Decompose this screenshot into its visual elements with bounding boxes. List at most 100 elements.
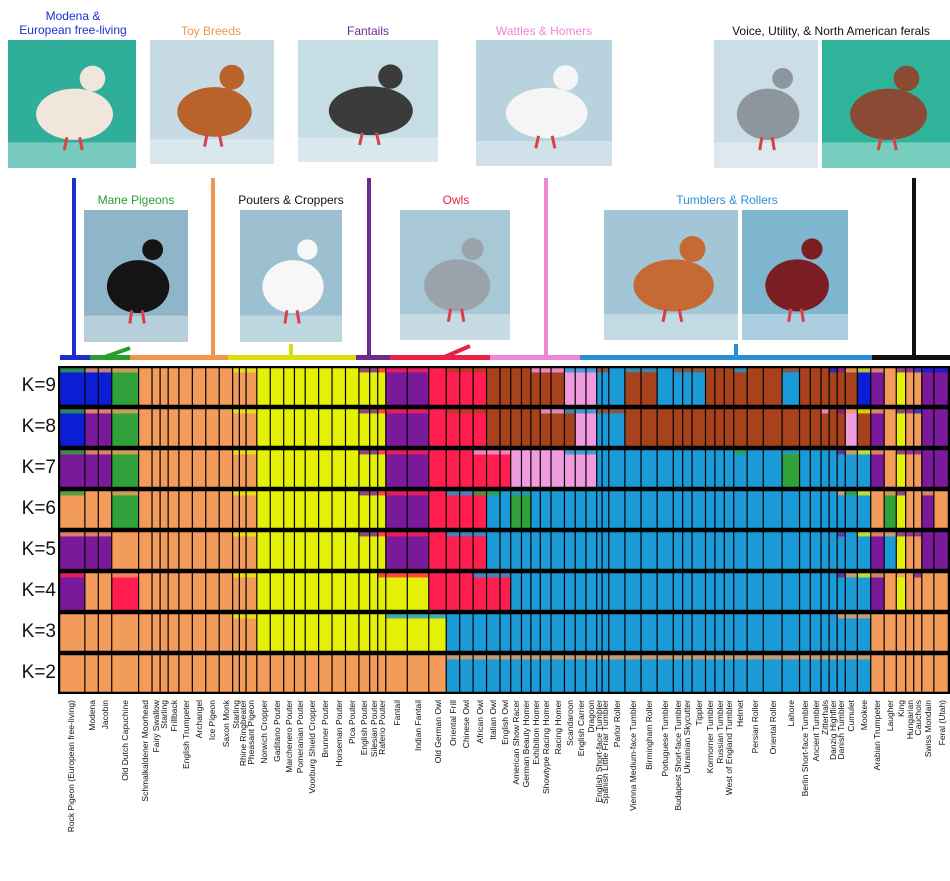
breed-label: Portuguese Tumbler	[660, 700, 671, 777]
structure-admixture	[913, 614, 922, 619]
breed-label: English Pouter	[359, 700, 370, 756]
structure-admixture	[857, 450, 871, 455]
structure-cell	[763, 532, 783, 569]
structure-cell	[178, 491, 193, 528]
structure-cell	[192, 450, 206, 487]
structure-cell	[845, 614, 858, 651]
structure-admixture	[446, 573, 460, 578]
structure-cell	[473, 532, 487, 569]
structure-cell	[305, 368, 319, 405]
structure-admixture	[845, 532, 858, 537]
structure-cell	[837, 655, 846, 692]
structure-cell	[810, 450, 822, 487]
structure-admixture	[810, 450, 822, 455]
structure-admixture	[84, 614, 99, 619]
photo-fantail	[298, 40, 438, 162]
structure-admixture	[905, 450, 914, 455]
structure-admixture	[921, 532, 934, 537]
structure-cell	[385, 491, 408, 528]
structure-admixture	[98, 450, 112, 455]
structure-admixture	[510, 409, 522, 414]
structure-cell	[239, 655, 247, 692]
structure-cell	[714, 409, 725, 446]
structure-cell	[219, 573, 233, 610]
structure-cell	[246, 573, 257, 610]
structure-admixture	[810, 368, 822, 373]
breed-label: Cumulet	[846, 700, 857, 732]
structure-cell	[332, 491, 346, 528]
structure-cell	[608, 655, 625, 692]
structure-admixture	[870, 450, 885, 455]
photo-floor	[822, 142, 950, 168]
structure-cell	[256, 409, 271, 446]
structure-admixture	[111, 532, 139, 537]
structure-cell	[294, 655, 306, 692]
structure-cell	[84, 532, 99, 569]
structure-admixture	[747, 532, 764, 537]
structure-admixture	[905, 409, 914, 414]
span-pouters	[228, 355, 356, 360]
structure-admixture	[84, 368, 99, 373]
group-label-modena-line1: Modena &	[45, 9, 101, 23]
row-border	[58, 488, 950, 531]
structure-cell	[905, 409, 914, 446]
bird-head	[553, 65, 579, 91]
structure-cell	[724, 450, 734, 487]
structure-cell	[641, 655, 658, 692]
structure-admixture	[733, 573, 748, 578]
bird-legs	[446, 308, 466, 323]
structure-admixture	[673, 491, 683, 496]
structure-admixture	[473, 450, 487, 455]
structure-admixture	[521, 409, 531, 414]
structure-admixture	[657, 450, 674, 455]
structure-cell	[510, 491, 522, 528]
k-label: K=5	[21, 539, 56, 560]
structure-cell	[724, 655, 734, 692]
k-label: K=7	[21, 457, 56, 478]
structure-admixture	[358, 532, 370, 537]
structure-admixture	[747, 655, 764, 660]
structure-admixture	[407, 614, 429, 619]
structure-admixture	[624, 614, 642, 619]
structure-admixture	[345, 655, 359, 660]
structure-admixture	[499, 450, 511, 455]
structure-admixture	[160, 491, 169, 496]
structure-admixture	[486, 655, 500, 660]
structure-admixture	[921, 655, 934, 660]
structure-admixture	[345, 614, 359, 619]
structure-admixture	[782, 655, 800, 660]
structure-cell	[551, 532, 565, 569]
structure-admixture	[98, 409, 112, 414]
structure-cell	[256, 532, 271, 569]
structure-cell	[246, 450, 257, 487]
structure-cell	[283, 450, 295, 487]
structure-cell	[921, 532, 934, 569]
breed-label: Exhibition Homer	[530, 700, 541, 765]
structure-admixture	[84, 532, 99, 537]
structure-cell	[799, 491, 811, 528]
structure-admixture	[724, 409, 734, 414]
photo-pouter	[240, 210, 342, 342]
structure-admixture	[98, 573, 112, 578]
structure-cell	[596, 368, 603, 405]
structure-admixture	[763, 573, 783, 578]
structure-cell	[510, 532, 522, 569]
structure-admixture	[239, 450, 247, 455]
structure-chart	[58, 366, 950, 694]
structure-cell	[857, 573, 871, 610]
structure-admixture	[657, 614, 674, 619]
structure-admixture	[283, 614, 295, 619]
photo-wattle	[476, 40, 612, 166]
structure-cell	[345, 368, 359, 405]
structure-admixture	[602, 532, 609, 537]
structure-admixture	[232, 532, 240, 537]
structure-admixture	[913, 368, 922, 373]
structure-admixture	[870, 532, 885, 537]
structure-admixture	[724, 491, 734, 496]
bird-head	[79, 65, 106, 92]
group-label-pouters: Pouters & Croppers	[238, 193, 344, 207]
bird-head	[679, 236, 706, 262]
breed-label: Showtype Racing Homer	[540, 700, 551, 795]
structure-cell	[152, 368, 161, 405]
structure-admixture	[246, 532, 257, 537]
